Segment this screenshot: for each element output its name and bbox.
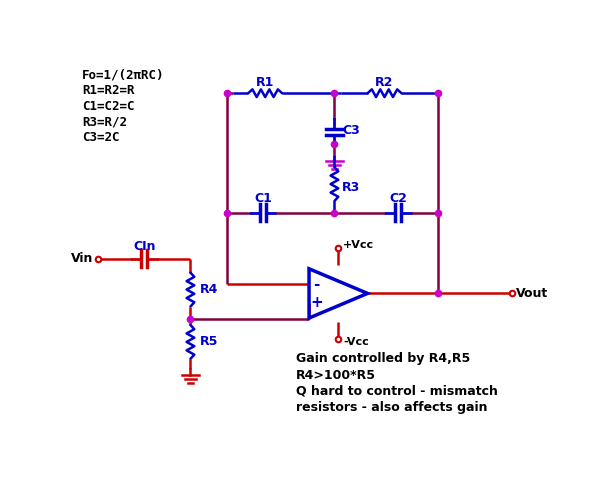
Text: C3: C3 xyxy=(342,123,360,137)
Text: CIn: CIn xyxy=(133,240,155,253)
Text: R1=R2=R: R1=R2=R xyxy=(82,84,134,98)
Text: -: - xyxy=(314,277,320,291)
Text: C1=C2=C: C1=C2=C xyxy=(82,100,134,113)
Text: Q hard to control - mismatch: Q hard to control - mismatch xyxy=(296,385,498,398)
Text: -Vcc: -Vcc xyxy=(343,337,368,347)
Text: Fo=1/(2πRC): Fo=1/(2πRC) xyxy=(82,69,164,82)
Text: C1: C1 xyxy=(254,192,272,205)
Text: R1: R1 xyxy=(256,76,274,89)
Text: C2: C2 xyxy=(389,192,407,205)
Text: R4>100*R5: R4>100*R5 xyxy=(296,368,376,382)
Text: R3: R3 xyxy=(341,182,359,194)
Text: Gain controlled by R4,R5: Gain controlled by R4,R5 xyxy=(296,352,470,366)
Text: R2: R2 xyxy=(376,76,394,89)
Text: C3=2C: C3=2C xyxy=(82,131,119,143)
Text: R3=R/2: R3=R/2 xyxy=(82,115,127,128)
Text: +Vcc: +Vcc xyxy=(343,240,374,250)
Text: resistors - also affects gain: resistors - also affects gain xyxy=(296,401,487,414)
Text: R4: R4 xyxy=(200,283,218,296)
Text: Vin: Vin xyxy=(71,252,94,265)
Text: Vout: Vout xyxy=(516,287,548,300)
Text: R5: R5 xyxy=(200,335,218,348)
Text: +: + xyxy=(310,295,323,310)
